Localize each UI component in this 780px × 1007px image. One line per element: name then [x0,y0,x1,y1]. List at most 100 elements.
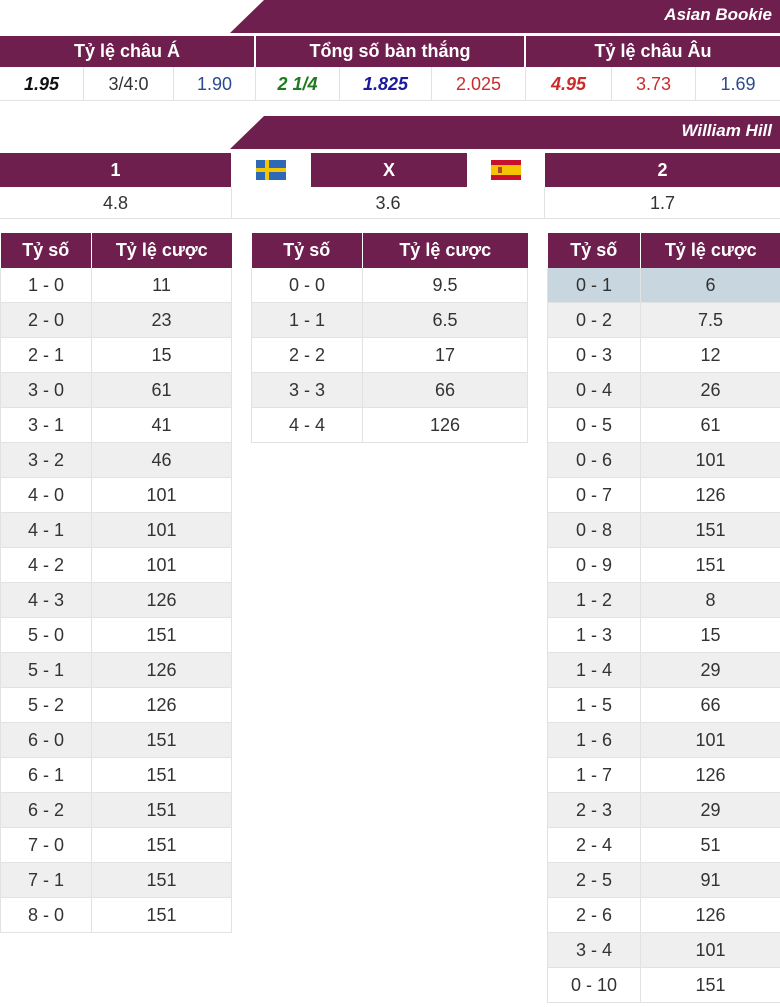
odds-cell: 61 [640,407,780,443]
odds-cell: 126 [640,477,780,513]
table-row: 7 - 1 151 [0,862,232,898]
table-row: 0 - 5 61 [547,407,780,443]
table-row: 4 - 0 101 [0,477,232,513]
table-row: 6 - 1 151 [0,757,232,793]
odds-cell: 41 [91,407,232,443]
score-cell: 0 - 6 [547,442,641,478]
odds-cell: 66 [362,372,528,408]
home-win-score-table: Tỷ số Tỷ lệ cược 1 - 0 11 2 - 0 23 2 - 1 15 3 … [0,233,232,933]
table-row: 4 - 4 126 [251,407,528,443]
european-draw: 3.73 [612,67,696,101]
odds-cell: 23 [91,302,232,338]
score-cell: 0 - 3 [547,337,641,373]
odds-cell: 6 [640,268,780,303]
table-row: 2 - 4 51 [547,827,780,863]
odds-cell: 101 [640,442,780,478]
score-column-header: Tỷ số [0,233,92,268]
total-goals-under: 2.025 [432,67,526,101]
score-cell: 4 - 4 [251,407,363,443]
total-goals-line: 2 1/4 [256,67,340,101]
total-goals-header: Tổng số bàn thắng [256,36,524,67]
score-cell: 3 - 3 [251,372,363,408]
score-cell: 5 - 0 [0,617,92,653]
score-cell: 3 - 4 [547,932,641,968]
score-cell: 5 - 1 [0,652,92,688]
odds-cell: 101 [91,512,232,548]
draw-header: X [311,153,467,187]
odds-cell: 17 [362,337,528,373]
score-cell: 1 - 6 [547,722,641,758]
table-row: 4 - 1 101 [0,512,232,548]
william-values-row: 4.8 3.6 1.7 [0,187,780,219]
odds-cell: 151 [91,722,232,758]
odds-cell: 126 [640,757,780,793]
william-header-row: 1 X 2 [0,153,780,187]
score-cell: 3 - 1 [0,407,92,443]
draw-odds: 3.6 [232,187,545,219]
score-cell: 6 - 0 [0,722,92,758]
table-row: 2 - 1 15 [0,337,232,373]
score-cell: 1 - 4 [547,652,641,688]
odds-column-header: Tỷ lệ cược [91,233,232,268]
table-row: 1 - 1 6.5 [251,302,528,338]
score-column-header: Tỷ số [251,233,363,268]
score-cell: 3 - 2 [0,442,92,478]
odds-cell: 126 [362,407,528,443]
odds-cell: 15 [640,617,780,653]
table-row: 6 - 2 151 [0,792,232,828]
home-win-odds: 4.8 [0,187,232,219]
score-cell: 6 - 2 [0,792,92,828]
score-cell: 3 - 0 [0,372,92,408]
score-cell: 2 - 6 [547,897,641,933]
asian-handicap-header: Tỷ lệ châu Á [0,36,254,67]
table-row: 6 - 0 151 [0,722,232,758]
total-goals-over: 1.825 [340,67,432,101]
table-row: 2 - 5 91 [547,862,780,898]
score-cell: 0 - 7 [547,477,641,513]
odds-cell: 8 [640,582,780,618]
score-cell: 1 - 5 [547,687,641,723]
score-cell: 0 - 8 [547,512,641,548]
odds-cell: 46 [91,442,232,478]
odds-cell: 6.5 [362,302,528,338]
odds-cell: 7.5 [640,302,780,338]
table-row: 0 - 0 9.5 [251,268,528,303]
table-row: 1 - 3 15 [547,617,780,653]
table-row: 2 - 6 126 [547,897,780,933]
score-cell: 2 - 2 [251,337,363,373]
table-row: 4 - 3 126 [0,582,232,618]
table-row: 2 - 0 23 [0,302,232,338]
table-row: 2 - 3 29 [547,792,780,828]
away-win-odds: 1.7 [545,187,780,219]
score-cell: 0 - 4 [547,372,641,408]
draw-score-table: Tỷ số Tỷ lệ cược 0 - 0 9.5 1 - 1 6.5 2 - 2 17… [251,233,528,443]
european-odds-header: Tỷ lệ châu Âu [526,36,780,67]
table-row: 0 - 9 151 [547,547,780,583]
table-row: 0 - 2 7.5 [547,302,780,338]
odds-cell: 29 [640,792,780,828]
odds-cell: 151 [640,547,780,583]
spain-flag-cell [467,153,545,187]
score-cell: 1 - 1 [251,302,363,338]
score-cell: 0 - 1 [547,268,641,303]
table-row: 8 - 0 151 [0,897,232,933]
table-row: 5 - 2 126 [0,687,232,723]
score-cell: 2 - 4 [547,827,641,863]
odds-cell: 151 [91,617,232,653]
odds-cell: 66 [640,687,780,723]
score-cell: 0 - 2 [547,302,641,338]
odds-column-header: Tỷ lệ cược [640,233,780,268]
table-row: 3 - 1 41 [0,407,232,443]
odds-column-header: Tỷ lệ cược [362,233,528,268]
sweden-flag-icon [256,160,286,180]
european-away: 1.69 [696,67,780,101]
home-win-rows: 1 - 0 11 2 - 0 23 2 - 1 15 3 - 0 61 3 - 1 41 3 - 2… [0,268,232,933]
table-row: 0 - 10 151 [547,967,780,1003]
score-column-header: Tỷ số [547,233,641,268]
score-cell: 7 - 0 [0,827,92,863]
asian-handicap-home: 1.95 [0,67,84,101]
